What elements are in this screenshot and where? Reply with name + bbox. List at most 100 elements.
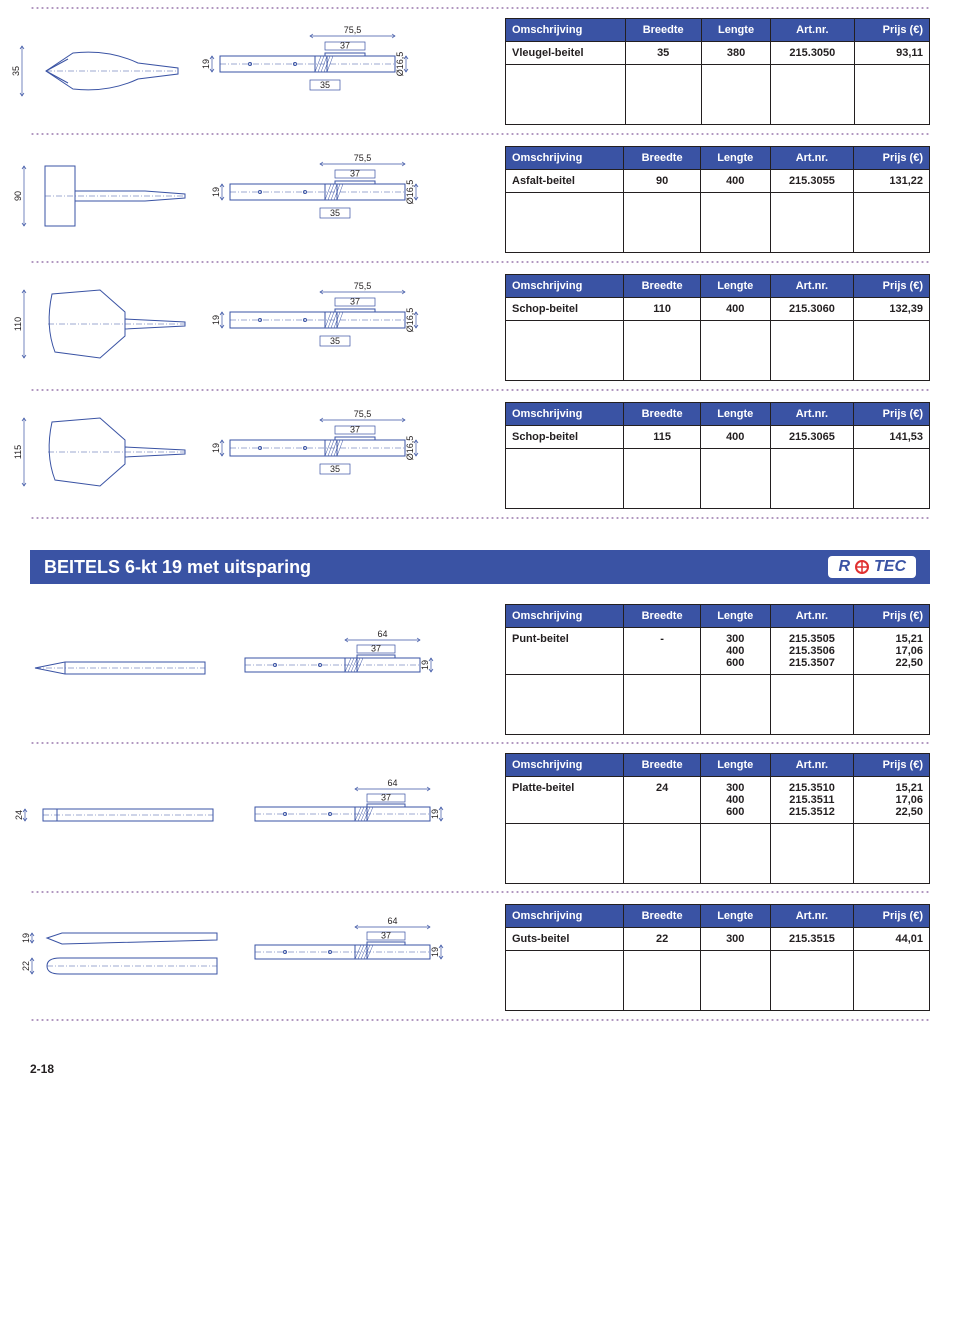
col-header: Omschrijving [506,904,624,927]
col-header: Breedte [624,754,701,777]
page-number: 2-18 [30,1062,930,1076]
col-header: Omschrijving [506,146,624,169]
col-header: Breedte [624,146,701,169]
shank-diagram-a: 75,5 37 35 19 Ø16,5 [225,154,425,244]
col-header: Prijs (€) [854,146,930,169]
col-header: Art.nr. [770,754,854,777]
svg-text:35: 35 [330,208,340,218]
col-header: Lengte [701,18,770,41]
svg-text:Ø16,5: Ø16,5 [405,436,415,461]
profile-diagram: 35 [30,41,190,101]
shank-diagram-a: 75,5 37 35 19 Ø16,5 [225,410,425,500]
shank-diagram-a: 75,5 37 35 19 Ø16,5 [225,282,425,372]
col-header: Lengte [700,605,770,628]
table-row: Vleugel-beitel35380215.305093,11 [506,41,930,64]
spec-table: OmschrijvingBreedteLengteArt.nr.Prijs (€… [505,753,930,884]
svg-text:24: 24 [14,809,24,819]
col-header: Omschrijving [506,754,624,777]
col-header: Omschrijving [506,402,624,425]
spec-table: OmschrijvingBreedteLengteArt.nr.Prijs (€… [505,146,930,253]
col-header: Art.nr. [770,274,854,297]
table-row: Asfalt-beitel90400215.3055131,22 [506,169,930,192]
col-header: Breedte [624,605,701,628]
svg-text:75,5: 75,5 [344,25,362,35]
shank-diagram-b: 64 37 19 [250,779,450,859]
col-header: Art.nr. [771,18,854,41]
svg-text:19: 19 [430,947,440,957]
brand-logo: RTEC [828,556,916,578]
col-header: Art.nr. [770,904,854,927]
svg-text:115: 115 [13,445,23,459]
table-row [506,64,930,124]
col-header: Breedte [625,18,701,41]
profile-diagram [30,658,215,682]
col-header: Omschrijving [506,18,626,41]
spec-table: OmschrijvingBreedteLengteArt.nr.Prijs (€… [505,904,930,1011]
svg-text:75,5: 75,5 [354,409,372,419]
svg-text:90: 90 [13,191,23,201]
svg-text:19: 19 [211,187,221,197]
col-header: Prijs (€) [854,274,930,297]
profile-diagram: 115 [30,414,200,496]
table-row: Punt-beitel-300400600215.3505215.3506215… [506,628,930,675]
profile-diagram: 90 [30,161,200,237]
svg-text:64: 64 [377,629,387,639]
svg-text:35: 35 [320,80,330,90]
svg-text:110: 110 [13,317,23,331]
svg-text:64: 64 [387,916,397,926]
col-header: Prijs (€) [854,605,930,628]
spec-table: OmschrijvingBreedteLengteArt.nr.Prijs (€… [505,604,930,735]
col-header: Omschrijving [506,274,624,297]
svg-text:35: 35 [330,336,340,346]
table-row [506,448,930,508]
spec-table: OmschrijvingBreedteLengteArt.nr.Prijs (€… [505,402,930,509]
svg-text:75,5: 75,5 [354,153,372,163]
svg-text:19: 19 [420,659,430,669]
col-header: Art.nr. [770,605,854,628]
svg-text:19: 19 [211,315,221,325]
col-header: Lengte [700,754,770,777]
svg-text:37: 37 [381,792,391,802]
col-header: Lengte [700,146,770,169]
col-header: Breedte [624,402,701,425]
table-row [506,675,930,735]
svg-text:22: 22 [21,961,31,971]
table-row: Schop-beitel110400215.3060132,39 [506,297,930,320]
svg-text:19: 19 [211,443,221,453]
col-header: Art.nr. [770,146,854,169]
profile-diagram: 24 [30,805,225,833]
shank-diagram-b: 64 37 19 [250,917,450,997]
svg-text:19: 19 [21,933,31,943]
table-row: Platte-beitel24300400600215.3510215.3511… [506,777,930,824]
col-header: Art.nr. [770,402,854,425]
svg-text:37: 37 [340,41,350,51]
svg-text:75,5: 75,5 [354,281,372,291]
col-header: Prijs (€) [854,754,930,777]
col-header: Breedte [624,274,701,297]
svg-text:35: 35 [11,66,21,76]
svg-text:Ø16,5: Ø16,5 [405,308,415,333]
svg-text:64: 64 [387,778,397,788]
table-row [506,824,930,884]
section-heading: BEITELS 6-kt 19 met uitsparing RTEC [30,550,930,584]
shank-diagram-a: 75,5 37 35 19 Ø16,5 [215,26,415,116]
svg-text:19: 19 [430,808,440,818]
svg-text:37: 37 [350,425,360,435]
profile-diagram: 110 [30,286,200,368]
svg-text:35: 35 [330,464,340,474]
svg-text:37: 37 [350,169,360,179]
svg-text:19: 19 [201,59,211,69]
svg-text:Ø16,5: Ø16,5 [405,180,415,205]
svg-text:37: 37 [371,643,381,653]
spec-table: OmschrijvingBreedteLengteArt.nr.Prijs (€… [505,18,930,125]
table-row: Schop-beitel115400215.3065141,53 [506,425,930,448]
svg-text:37: 37 [381,931,391,941]
col-header: Prijs (€) [854,18,930,41]
col-header: Lengte [700,274,770,297]
col-header: Breedte [624,904,701,927]
svg-text:Ø16,5: Ø16,5 [395,52,405,77]
col-header: Omschrijving [506,605,624,628]
col-header: Prijs (€) [854,402,930,425]
spec-table: OmschrijvingBreedteLengteArt.nr.Prijs (€… [505,274,930,381]
table-row [506,320,930,380]
